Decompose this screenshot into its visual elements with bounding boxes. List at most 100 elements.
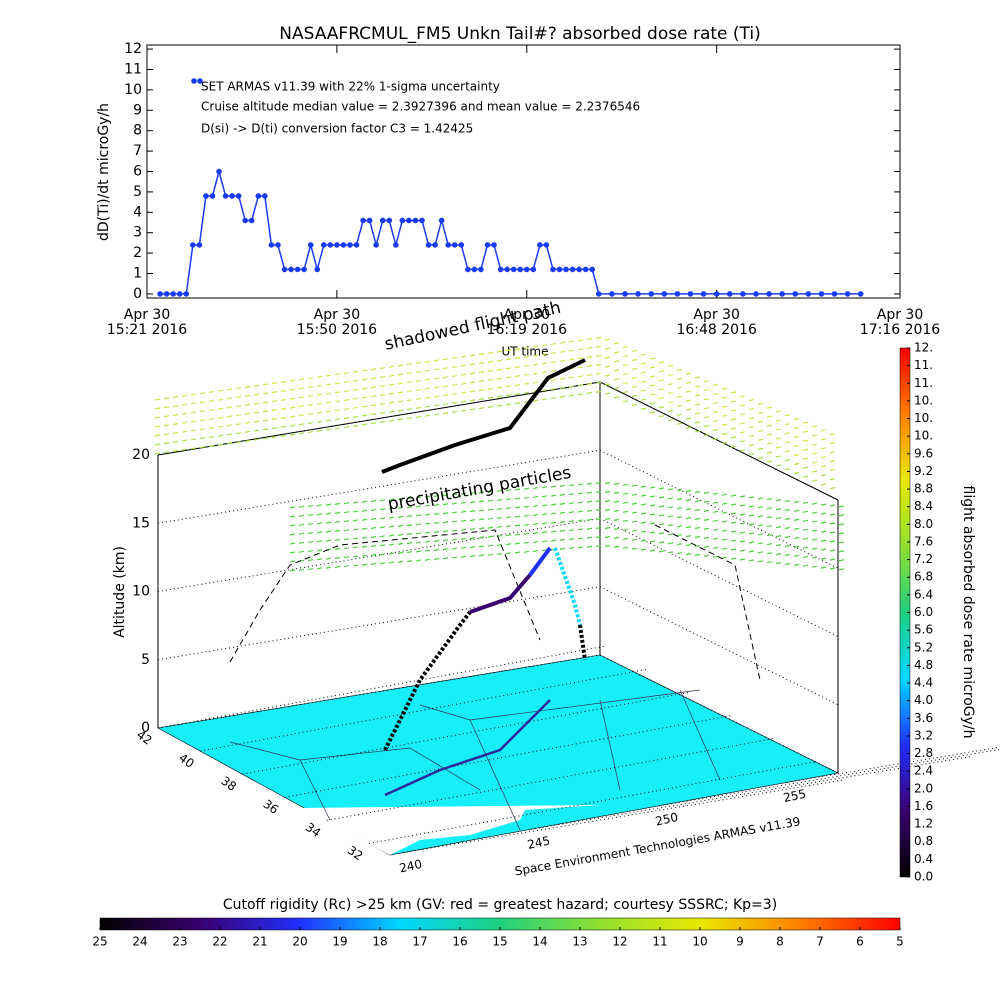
particle xyxy=(415,550,422,553)
particle xyxy=(622,546,629,549)
particle xyxy=(379,420,386,424)
particle xyxy=(748,407,755,411)
particle xyxy=(208,399,215,403)
particle xyxy=(712,537,719,540)
y-tick-label: 6 xyxy=(133,164,142,180)
particle xyxy=(730,548,737,551)
particle xyxy=(658,406,665,409)
particle xyxy=(622,400,629,403)
particle xyxy=(820,548,827,551)
particle xyxy=(478,518,485,521)
particle xyxy=(262,437,269,440)
particle xyxy=(568,358,575,361)
flight-path xyxy=(553,547,582,626)
particle xyxy=(487,544,494,547)
particle xyxy=(586,482,593,485)
particle xyxy=(379,411,386,415)
particle xyxy=(685,535,692,538)
particle xyxy=(172,449,179,453)
particle xyxy=(505,394,512,397)
particle xyxy=(667,533,674,536)
particle xyxy=(397,515,404,518)
particle xyxy=(388,410,395,413)
particle xyxy=(397,551,404,554)
particle xyxy=(199,446,206,449)
particle xyxy=(307,522,314,526)
particle xyxy=(271,391,278,394)
particle xyxy=(595,381,602,384)
particle xyxy=(640,530,647,533)
particle xyxy=(613,369,620,372)
particle xyxy=(694,544,701,548)
particle xyxy=(415,361,422,365)
particle xyxy=(685,372,692,375)
particle xyxy=(649,531,656,534)
particle xyxy=(559,529,566,532)
y-tick-label: 10 xyxy=(124,82,142,98)
data-point xyxy=(543,242,550,248)
particle xyxy=(505,516,512,519)
particle xyxy=(784,499,791,503)
particle xyxy=(613,482,620,485)
particle xyxy=(181,439,188,442)
particle xyxy=(217,416,224,419)
particle xyxy=(829,460,836,463)
particle xyxy=(640,494,647,497)
particle xyxy=(712,510,719,513)
particle xyxy=(523,382,530,385)
particle xyxy=(343,407,350,411)
particle xyxy=(370,386,377,389)
particle xyxy=(613,351,620,354)
particle xyxy=(469,519,476,522)
colorbar-tick-label: 9.6 xyxy=(914,446,933,460)
particle xyxy=(352,406,359,409)
colorbar-tick-label: 22 xyxy=(212,935,227,949)
particle xyxy=(487,535,494,538)
particle xyxy=(541,513,548,516)
particle xyxy=(766,561,773,564)
colorbar-tick-label: 2.4 xyxy=(914,764,933,778)
particle xyxy=(676,368,683,371)
particle xyxy=(541,344,548,347)
particle xyxy=(388,543,395,546)
particle xyxy=(766,406,773,409)
particle xyxy=(631,376,638,380)
particle xyxy=(343,371,350,375)
particle xyxy=(811,479,818,482)
particle xyxy=(649,486,656,489)
particle xyxy=(244,421,251,424)
data-point xyxy=(497,266,504,273)
particle xyxy=(271,427,278,430)
data-point xyxy=(491,242,497,248)
particle xyxy=(595,490,602,494)
particle xyxy=(712,437,719,441)
particle xyxy=(748,523,755,526)
coastline xyxy=(300,805,600,855)
particle xyxy=(577,510,584,513)
particle xyxy=(280,398,287,401)
particle xyxy=(703,536,710,539)
particle xyxy=(802,537,809,540)
particle xyxy=(604,383,611,386)
particle xyxy=(505,349,512,352)
particle xyxy=(568,520,575,523)
colorbar-tick-label: 24 xyxy=(132,935,147,949)
particle xyxy=(172,431,179,435)
particle xyxy=(811,425,818,428)
particle xyxy=(298,432,305,435)
particle xyxy=(595,526,602,530)
particle xyxy=(829,504,836,507)
particle xyxy=(487,378,494,381)
particle xyxy=(613,396,620,399)
particle xyxy=(784,517,791,521)
particle xyxy=(370,508,377,512)
particle xyxy=(253,420,260,423)
particle xyxy=(604,499,611,503)
particle xyxy=(325,539,332,542)
particle xyxy=(334,400,341,403)
particle xyxy=(775,446,782,449)
particle xyxy=(424,549,431,552)
particle xyxy=(271,400,278,403)
particle xyxy=(487,387,494,390)
particle xyxy=(820,539,827,542)
